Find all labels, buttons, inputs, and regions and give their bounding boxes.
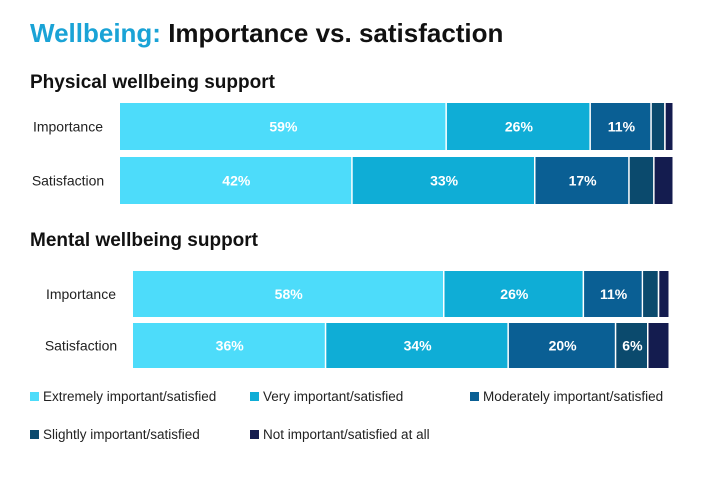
data-label: 6%: [622, 338, 643, 354]
bar-segment: [133, 271, 443, 317]
data-label: 11%: [600, 286, 628, 302]
data-label: 20%: [549, 338, 578, 354]
bar-segment: [665, 103, 673, 150]
legend-item-slightly: Slightly important/satisfied: [30, 427, 200, 442]
data-label: 33%: [430, 173, 459, 189]
legend-swatch: [30, 392, 39, 401]
legend-item-extremely: Extremely important/satisfied: [30, 389, 216, 404]
bar-segment: [648, 323, 669, 368]
data-label: 36%: [216, 338, 245, 354]
bar-segment: [535, 157, 629, 204]
legend-label: Very important/satisfied: [263, 389, 404, 404]
bar-segment: [446, 103, 590, 150]
legend-swatch: [250, 392, 259, 401]
bar-segment: [584, 271, 642, 317]
physical-section-title: Physical wellbeing support: [30, 72, 275, 93]
legend-item-not: Not important/satisfied at all: [250, 427, 430, 442]
data-label: 58%: [275, 286, 304, 302]
bar-segment: [651, 103, 665, 150]
bar-segment: [133, 323, 325, 368]
title-rest: Importance vs. satisfaction: [168, 18, 504, 48]
legend-label: Not important/satisfied at all: [263, 427, 430, 442]
legend-label: Slightly important/satisfied: [43, 427, 200, 442]
data-label: 17%: [569, 173, 598, 189]
row-label: Importance: [33, 119, 103, 135]
mental-section-title: Mental wellbeing support: [30, 230, 259, 251]
bar-segment: [616, 323, 647, 368]
bar-segment: [590, 103, 651, 150]
data-label: 59%: [269, 119, 298, 135]
data-label: 26%: [500, 286, 529, 302]
data-label: 26%: [505, 119, 534, 135]
legend-swatch: [250, 430, 259, 439]
bar-segment: [120, 157, 352, 204]
legend-swatch: [30, 430, 39, 439]
bar-segment: [508, 323, 615, 368]
bar-segment: [326, 323, 508, 368]
bar-segment: [659, 271, 669, 317]
row-label: Importance: [46, 286, 116, 302]
bar-segment: [444, 271, 583, 317]
bar-segment: [120, 103, 446, 150]
row-label: Satisfaction: [45, 338, 117, 354]
legend-swatch: [470, 392, 479, 401]
data-label: 42%: [222, 173, 251, 189]
bar-segment: [352, 157, 534, 204]
legend-item-very: Very important/satisfied: [250, 389, 403, 404]
legend-label: Moderately important/satisfied: [483, 389, 664, 404]
title-accent: Wellbeing:: [30, 18, 161, 48]
data-label: 34%: [404, 338, 433, 354]
legend-label: Extremely important/satisfied: [43, 389, 217, 404]
legend-item-moderately: Moderately important/satisfied: [470, 389, 663, 404]
bar-segment: [629, 157, 654, 204]
bar-segment: [654, 157, 673, 204]
data-label: 11%: [608, 119, 636, 135]
bar-segment: [643, 271, 658, 317]
page-title: Wellbeing: Importance vs. satisfaction: [30, 18, 503, 49]
row-label: Satisfaction: [32, 173, 104, 189]
